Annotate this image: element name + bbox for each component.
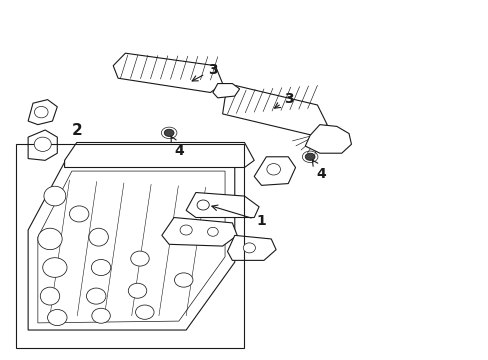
Ellipse shape <box>91 260 111 275</box>
Ellipse shape <box>47 310 67 325</box>
Text: 4: 4 <box>312 160 325 181</box>
Text: 1: 1 <box>211 205 266 228</box>
Ellipse shape <box>89 228 108 246</box>
Ellipse shape <box>197 200 209 210</box>
Ellipse shape <box>38 228 62 249</box>
Ellipse shape <box>180 225 192 235</box>
Polygon shape <box>186 193 259 217</box>
Polygon shape <box>28 130 57 160</box>
Polygon shape <box>28 100 57 125</box>
Ellipse shape <box>135 305 154 319</box>
Polygon shape <box>254 157 295 185</box>
Text: 3: 3 <box>192 63 217 81</box>
Circle shape <box>305 153 314 160</box>
Ellipse shape <box>207 227 218 236</box>
Polygon shape <box>212 84 239 98</box>
Ellipse shape <box>243 243 255 253</box>
Polygon shape <box>38 171 224 323</box>
Polygon shape <box>305 125 351 153</box>
Ellipse shape <box>266 163 280 175</box>
Polygon shape <box>227 235 276 260</box>
Ellipse shape <box>86 288 106 304</box>
Ellipse shape <box>34 107 48 118</box>
Text: 3: 3 <box>274 91 293 108</box>
Polygon shape <box>64 143 254 167</box>
Polygon shape <box>113 53 222 93</box>
Ellipse shape <box>34 137 51 152</box>
Ellipse shape <box>174 273 193 287</box>
Polygon shape <box>222 85 326 135</box>
Ellipse shape <box>40 287 60 305</box>
Ellipse shape <box>69 206 89 222</box>
Ellipse shape <box>92 308 110 323</box>
Circle shape <box>164 129 174 136</box>
Text: 2: 2 <box>71 123 82 138</box>
Polygon shape <box>162 217 237 246</box>
Ellipse shape <box>44 186 66 206</box>
Ellipse shape <box>128 283 146 298</box>
Ellipse shape <box>130 251 149 266</box>
Text: 4: 4 <box>171 136 183 158</box>
Bar <box>16 144 244 348</box>
Ellipse shape <box>42 258 67 277</box>
Polygon shape <box>28 162 234 330</box>
